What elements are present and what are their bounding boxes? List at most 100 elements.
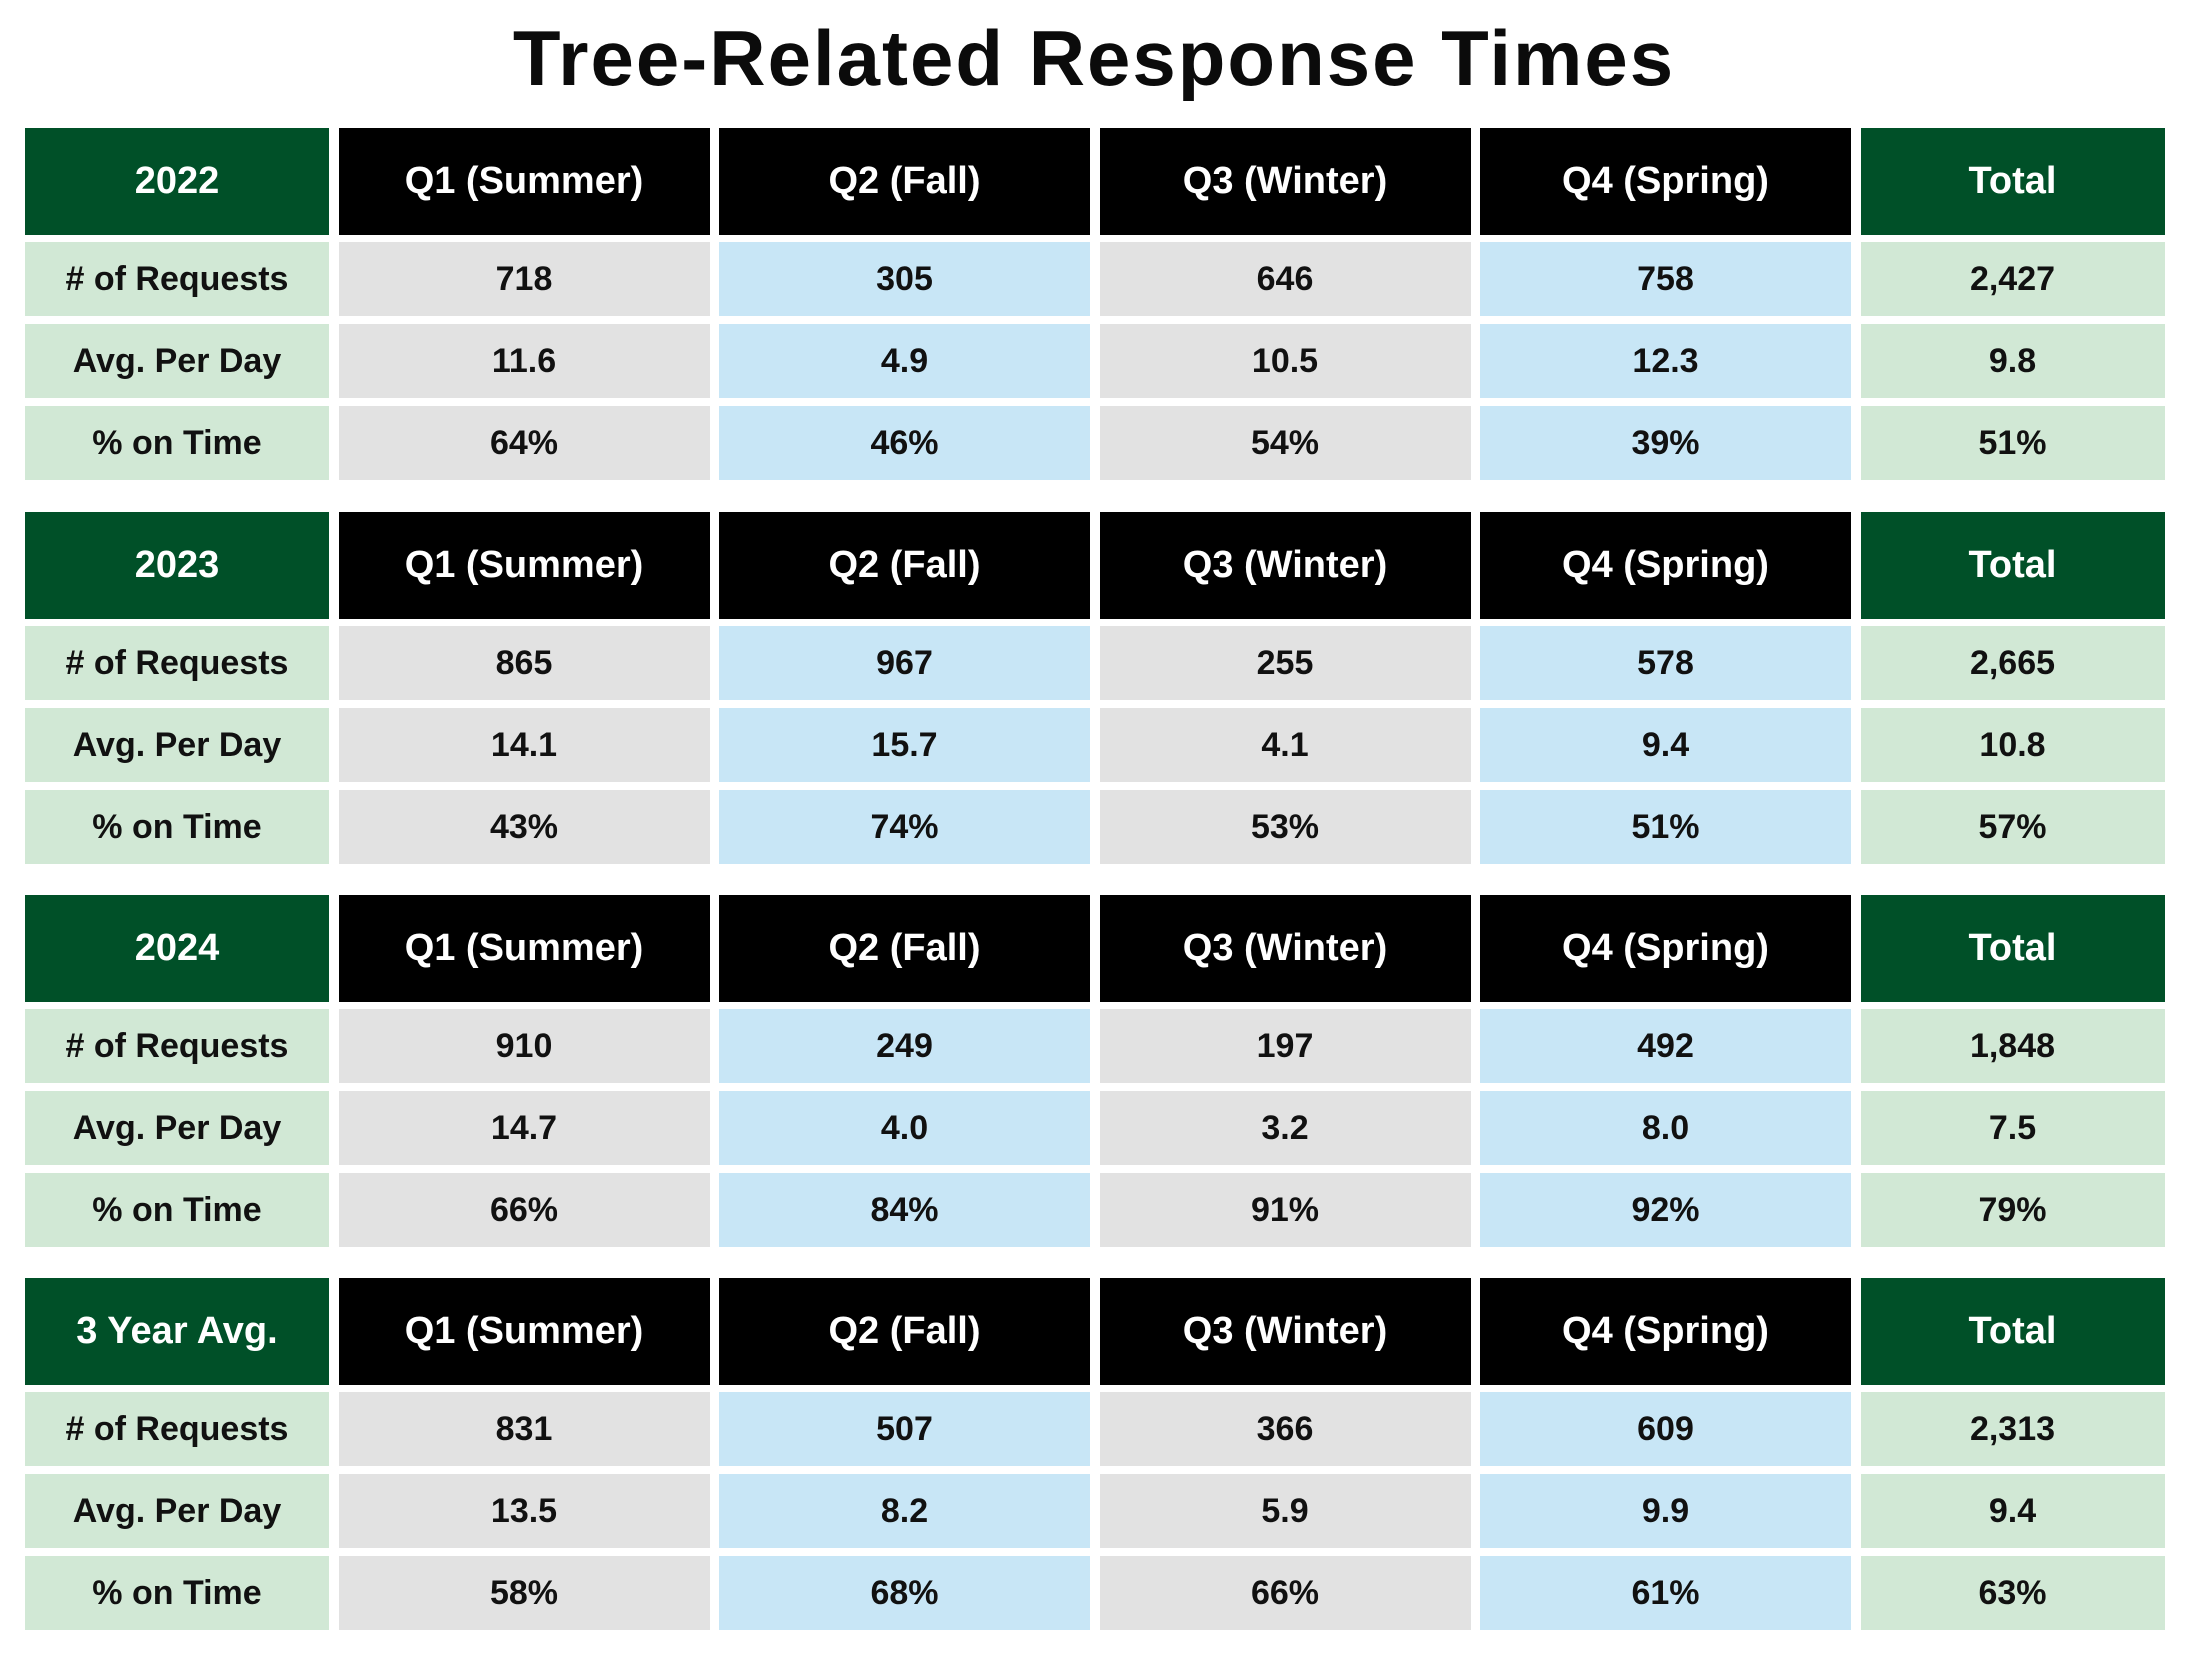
table-2024: 2024 Q1 (Summer) Q2 (Fall) Q3 (Winter) Q… bbox=[25, 895, 2165, 1255]
data-cell-q1: 14.7 bbox=[338, 1091, 710, 1165]
year-header-cell: 2022 bbox=[25, 128, 329, 235]
table-2023: 2023 Q1 (Summer) Q2 (Fall) Q3 (Winter) Q… bbox=[25, 512, 2165, 872]
data-cell-total: 51% bbox=[1860, 406, 2165, 480]
quarter-header-q2: Q2 (Fall) bbox=[719, 128, 1090, 235]
data-cell-q2: 46% bbox=[719, 406, 1090, 480]
row-label: % on Time bbox=[25, 1556, 329, 1630]
quarter-header-q1: Q1 (Summer) bbox=[338, 1278, 710, 1385]
data-cell-q2: 249 bbox=[719, 1009, 1090, 1083]
data-cell-q1: 13.5 bbox=[338, 1474, 710, 1548]
data-cell-q4: 9.9 bbox=[1480, 1474, 1851, 1548]
table-row-avg-per-day: Avg. Per Day 14.7 4.0 3.2 8.0 7.5 bbox=[25, 1091, 2165, 1165]
total-header-cell: Total bbox=[1860, 895, 2165, 1002]
data-cell-q4: 8.0 bbox=[1480, 1091, 1851, 1165]
data-cell-total: 9.4 bbox=[1860, 1474, 2165, 1548]
data-cell-total: 2,427 bbox=[1860, 242, 2165, 316]
year-header-cell: 2023 bbox=[25, 512, 329, 619]
data-cell-q2: 74% bbox=[719, 790, 1090, 864]
data-cell-total: 2,665 bbox=[1860, 626, 2165, 700]
data-cell-q2: 68% bbox=[719, 1556, 1090, 1630]
data-cell-q2: 305 bbox=[719, 242, 1090, 316]
table-row-on-time: % on Time 64% 46% 54% 39% 51% bbox=[25, 406, 2165, 480]
data-cell-total: 2,313 bbox=[1860, 1392, 2165, 1466]
data-cell-q3: 4.1 bbox=[1099, 708, 1471, 782]
data-cell-q1: 64% bbox=[338, 406, 710, 480]
year-header-cell: 2024 bbox=[25, 895, 329, 1002]
quarter-header-q3: Q3 (Winter) bbox=[1099, 1278, 1471, 1385]
data-cell-q4: 92% bbox=[1480, 1173, 1851, 1247]
table-row-on-time: % on Time 43% 74% 53% 51% 57% bbox=[25, 790, 2165, 864]
table-header-row: 2024 Q1 (Summer) Q2 (Fall) Q3 (Winter) Q… bbox=[25, 895, 2165, 1002]
quarter-header-q1: Q1 (Summer) bbox=[338, 895, 710, 1002]
data-cell-q1: 718 bbox=[338, 242, 710, 316]
quarter-header-q4: Q4 (Spring) bbox=[1480, 128, 1851, 235]
data-cell-q3: 197 bbox=[1099, 1009, 1471, 1083]
data-cell-q4: 9.4 bbox=[1480, 708, 1851, 782]
row-label: # of Requests bbox=[25, 1392, 329, 1466]
data-cell-q1: 58% bbox=[338, 1556, 710, 1630]
data-cell-q3: 255 bbox=[1099, 626, 1471, 700]
quarter-header-q3: Q3 (Winter) bbox=[1099, 128, 1471, 235]
data-cell-total: 7.5 bbox=[1860, 1091, 2165, 1165]
data-cell-q1: 66% bbox=[338, 1173, 710, 1247]
total-header-cell: Total bbox=[1860, 1278, 2165, 1385]
quarter-header-q2: Q2 (Fall) bbox=[719, 895, 1090, 1002]
data-cell-q3: 3.2 bbox=[1099, 1091, 1471, 1165]
data-cell-q2: 15.7 bbox=[719, 708, 1090, 782]
data-cell-q4: 12.3 bbox=[1480, 324, 1851, 398]
row-label: Avg. Per Day bbox=[25, 1091, 329, 1165]
data-cell-q3: 646 bbox=[1099, 242, 1471, 316]
row-label: # of Requests bbox=[25, 242, 329, 316]
data-cell-q4: 51% bbox=[1480, 790, 1851, 864]
quarter-header-q3: Q3 (Winter) bbox=[1099, 895, 1471, 1002]
row-label: % on Time bbox=[25, 1173, 329, 1247]
table-row-avg-per-day: Avg. Per Day 14.1 15.7 4.1 9.4 10.8 bbox=[25, 708, 2165, 782]
total-header-cell: Total bbox=[1860, 128, 2165, 235]
data-cell-q3: 366 bbox=[1099, 1392, 1471, 1466]
data-cell-q2: 507 bbox=[719, 1392, 1090, 1466]
quarter-header-q4: Q4 (Spring) bbox=[1480, 1278, 1851, 1385]
data-cell-q4: 758 bbox=[1480, 242, 1851, 316]
data-cell-q2: 967 bbox=[719, 626, 1090, 700]
table-row-on-time: % on Time 66% 84% 91% 92% 79% bbox=[25, 1173, 2165, 1247]
row-label: % on Time bbox=[25, 406, 329, 480]
quarter-header-q1: Q1 (Summer) bbox=[338, 128, 710, 235]
data-cell-total: 63% bbox=[1860, 1556, 2165, 1630]
data-cell-total: 9.8 bbox=[1860, 324, 2165, 398]
data-cell-q4: 39% bbox=[1480, 406, 1851, 480]
data-cell-q1: 910 bbox=[338, 1009, 710, 1083]
table-row-avg-per-day: Avg. Per Day 13.5 8.2 5.9 9.9 9.4 bbox=[25, 1474, 2165, 1548]
data-cell-q3: 54% bbox=[1099, 406, 1471, 480]
quarter-header-q2: Q2 (Fall) bbox=[719, 512, 1090, 619]
quarter-header-q3: Q3 (Winter) bbox=[1099, 512, 1471, 619]
data-cell-q1: 865 bbox=[338, 626, 710, 700]
data-cell-q4: 61% bbox=[1480, 1556, 1851, 1630]
table-3-year-avg: 3 Year Avg. Q1 (Summer) Q2 (Fall) Q3 (Wi… bbox=[25, 1278, 2165, 1638]
data-cell-q2: 8.2 bbox=[719, 1474, 1090, 1548]
data-cell-q1: 14.1 bbox=[338, 708, 710, 782]
data-cell-total: 10.8 bbox=[1860, 708, 2165, 782]
table-header-row: 2023 Q1 (Summer) Q2 (Fall) Q3 (Winter) Q… bbox=[25, 512, 2165, 619]
data-cell-q3: 66% bbox=[1099, 1556, 1471, 1630]
row-label: # of Requests bbox=[25, 626, 329, 700]
data-cell-q4: 492 bbox=[1480, 1009, 1851, 1083]
table-2022: 2022 Q1 (Summer) Q2 (Fall) Q3 (Winter) Q… bbox=[25, 128, 2165, 488]
row-label: Avg. Per Day bbox=[25, 324, 329, 398]
data-cell-q3: 53% bbox=[1099, 790, 1471, 864]
data-cell-q1: 11.6 bbox=[338, 324, 710, 398]
data-cell-q1: 831 bbox=[338, 1392, 710, 1466]
data-cell-q1: 43% bbox=[338, 790, 710, 864]
page-title: Tree-Related Response Times bbox=[512, 14, 1676, 102]
data-cell-q3: 5.9 bbox=[1099, 1474, 1471, 1548]
row-label: % on Time bbox=[25, 790, 329, 864]
quarter-header-q2: Q2 (Fall) bbox=[719, 1278, 1090, 1385]
table-header-row: 3 Year Avg. Q1 (Summer) Q2 (Fall) Q3 (Wi… bbox=[25, 1278, 2165, 1385]
data-cell-q3: 91% bbox=[1099, 1173, 1471, 1247]
table-row-avg-per-day: Avg. Per Day 11.6 4.9 10.5 12.3 9.8 bbox=[25, 324, 2165, 398]
year-header-cell: 3 Year Avg. bbox=[25, 1278, 329, 1385]
data-cell-q3: 10.5 bbox=[1099, 324, 1471, 398]
table-row-requests: # of Requests 718 305 646 758 2,427 bbox=[25, 242, 2165, 316]
data-cell-q2: 4.0 bbox=[719, 1091, 1090, 1165]
table-row-requests: # of Requests 865 967 255 578 2,665 bbox=[25, 626, 2165, 700]
table-row-requests: # of Requests 831 507 366 609 2,313 bbox=[25, 1392, 2165, 1466]
